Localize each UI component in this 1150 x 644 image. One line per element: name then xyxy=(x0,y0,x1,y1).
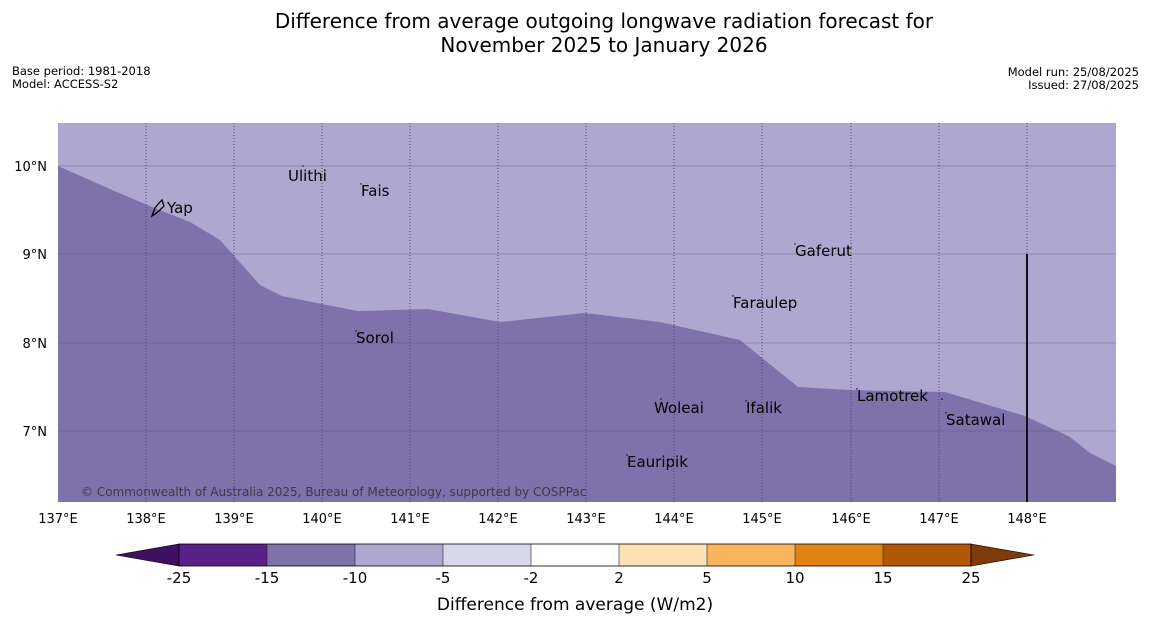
place-label: Gaferut xyxy=(795,242,852,260)
lon-label: 140°E xyxy=(302,512,342,527)
colorbar-tick: 2 xyxy=(614,569,624,587)
colorbar-tick: 10 xyxy=(785,569,804,587)
colorbar-tick: -2 xyxy=(524,569,539,587)
model-name: Model: ACCESS-S2 xyxy=(12,77,119,91)
lon-label: 145°E xyxy=(742,512,782,527)
colorbar-swatch xyxy=(707,544,795,566)
colorbar-swatch xyxy=(179,544,267,566)
anomaly-region-low xyxy=(58,166,1116,502)
lon-label: 137°E xyxy=(38,512,78,527)
place-label: Fais xyxy=(361,182,390,200)
colorbar-swatch xyxy=(795,544,883,566)
lon-label: 147°E xyxy=(919,512,959,527)
lat-label: 8°N xyxy=(23,337,48,352)
place-label: Eauripik xyxy=(627,453,688,471)
place-label: Yap xyxy=(166,199,193,217)
colorbar-tick: 15 xyxy=(873,569,892,587)
lat-label: 10°N xyxy=(14,160,47,175)
copyright-notice: © Commonwealth of Australia 2025, Bureau… xyxy=(81,485,586,499)
lon-label: 144°E xyxy=(654,512,694,527)
colorbar-swatch xyxy=(267,544,355,566)
colorbar-tick: -10 xyxy=(343,569,368,587)
colorbar-dividers xyxy=(266,544,884,566)
model-run: Model run: 25/08/2025 xyxy=(1007,65,1139,79)
colorbar: -25 -15 -10 -5 -2 2 5 10 15 25 Differenc… xyxy=(115,543,1035,615)
colorbar-label: Difference from average (W/m2) xyxy=(437,595,713,615)
meta-left: Base period: 1981-2018 Model: ACCESS-S2 xyxy=(12,65,151,91)
colorbar-swatch xyxy=(443,544,531,566)
issued-date: Issued: 27/08/2025 xyxy=(1028,78,1139,92)
lat-label: 9°N xyxy=(23,248,48,263)
title-line-2: November 2025 to January 2026 xyxy=(440,33,768,57)
colorbar-swatch xyxy=(883,544,971,566)
lon-label: 138°E xyxy=(126,512,166,527)
lon-label: 146°E xyxy=(831,512,871,527)
colorbar-swatch xyxy=(531,544,619,566)
title-line-1: Difference from average outgoing longwav… xyxy=(274,9,934,33)
lat-label: 7°N xyxy=(23,425,48,440)
lon-gridlines xyxy=(145,123,1028,502)
colorbar-swatch-max-extend xyxy=(970,543,1035,567)
place-label: Satawal xyxy=(946,411,1005,429)
colorbar-frame xyxy=(178,543,972,567)
place-labels: Ulithi Fais Yap Gaferut Faraulep Sorol L… xyxy=(166,167,1005,471)
colorbar-tick: 5 xyxy=(702,569,712,587)
place-label: Faraulep xyxy=(733,294,797,312)
base-period: Base period: 1981-2018 xyxy=(12,64,151,78)
lon-label: 141°E xyxy=(390,512,430,527)
lon-labels: 137°E 138°E 139°E 140°E 141°E 142°E 143°… xyxy=(38,512,1047,527)
colorbar-tick: -15 xyxy=(255,569,280,587)
place-label: Sorol xyxy=(356,329,394,347)
colorbar-tick: 25 xyxy=(961,569,980,587)
colorbar-tick: -5 xyxy=(436,569,451,587)
lat-labels: 10°N 9°N 8°N 7°N xyxy=(14,160,47,440)
island-dots xyxy=(302,165,947,456)
place-label: Lamotrek xyxy=(857,387,928,405)
chart-title: Difference from average outgoing longwav… xyxy=(0,9,1150,57)
meta-right: Model run: 25/08/2025 Issued: 27/08/2025 xyxy=(1008,66,1139,92)
place-label: Woleai xyxy=(654,399,704,417)
place-label: Ulithi xyxy=(288,167,327,185)
colorbar-tick: -25 xyxy=(167,569,192,587)
colorbar-swatch-min-extend xyxy=(115,543,180,567)
lon-label: 143°E xyxy=(566,512,606,527)
colorbar-swatch xyxy=(619,544,707,566)
lon-label: 139°E xyxy=(214,512,254,527)
place-label: Ifalik xyxy=(746,399,782,417)
yap-island-outline xyxy=(150,198,165,218)
colorbar-swatch xyxy=(355,544,443,566)
lon-label: 148°E xyxy=(1007,512,1047,527)
lon-label: 142°E xyxy=(478,512,518,527)
